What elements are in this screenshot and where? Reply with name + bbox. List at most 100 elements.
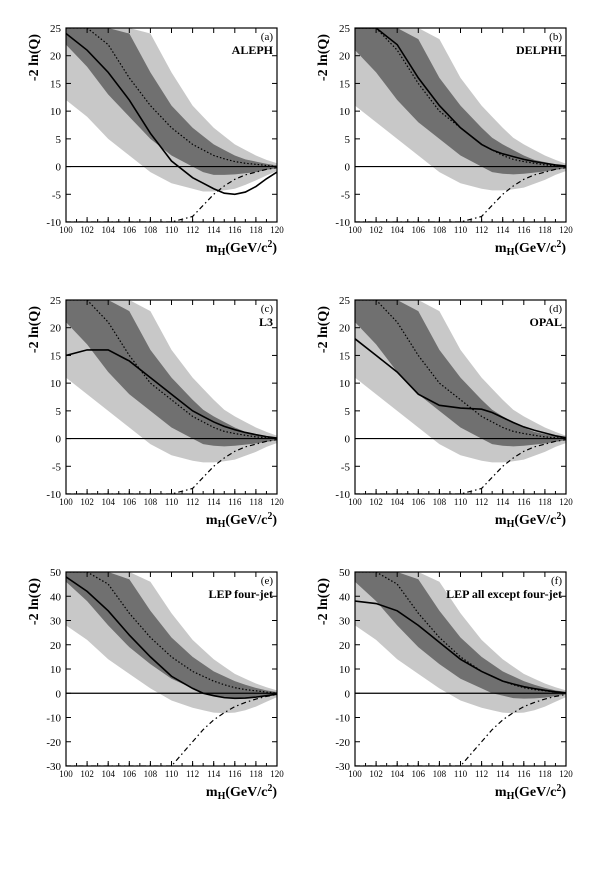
xaxis-title: mH(GeV/c2) bbox=[495, 239, 566, 258]
xtick-label: 104 bbox=[101, 225, 115, 235]
ytick-label: -10 bbox=[46, 713, 61, 725]
panel-wrapper-a: 100102104106108110112114116118120-10-505… bbox=[20, 20, 289, 264]
panel-letter: (f) bbox=[551, 575, 562, 587]
panel-label: ALEPH bbox=[232, 43, 274, 57]
yaxis-title: -2 ln(Q) bbox=[27, 578, 42, 625]
xtick-label: 100 bbox=[348, 497, 362, 507]
ytick-label: 0 bbox=[345, 162, 351, 174]
xtick-label: 118 bbox=[538, 225, 552, 235]
xtick-label: 102 bbox=[369, 769, 383, 779]
ytick-label: -10 bbox=[335, 489, 350, 501]
ytick-label: 15 bbox=[339, 78, 351, 90]
panel-label: DELPHI bbox=[516, 43, 562, 57]
panel-e: 100102104106108110112114116118120-30-20-… bbox=[20, 564, 285, 808]
xtick-label: 114 bbox=[496, 497, 510, 507]
xtick-label: 100 bbox=[348, 225, 362, 235]
ytick-label: 10 bbox=[50, 664, 62, 676]
ytick-label: 20 bbox=[339, 51, 351, 63]
yaxis-title: -2 ln(Q) bbox=[316, 578, 331, 625]
xtick-label: 114 bbox=[207, 225, 221, 235]
panel-a: 100102104106108110112114116118120-10-505… bbox=[20, 20, 285, 264]
panel-label: L3 bbox=[259, 315, 273, 329]
xtick-label: 106 bbox=[412, 225, 426, 235]
ytick-label: 0 bbox=[56, 688, 62, 700]
xtick-label: 120 bbox=[270, 497, 284, 507]
ytick-label: 0 bbox=[345, 434, 351, 446]
xtick-label: 118 bbox=[538, 497, 552, 507]
xtick-label: 104 bbox=[101, 769, 115, 779]
xtick-label: 108 bbox=[433, 225, 447, 235]
ytick-label: 25 bbox=[339, 295, 351, 307]
ytick-label: 5 bbox=[56, 134, 62, 146]
xtick-label: 110 bbox=[454, 769, 468, 779]
ytick-label: -20 bbox=[335, 737, 350, 749]
ytick-label: 20 bbox=[50, 51, 62, 63]
ytick-label: 15 bbox=[50, 78, 62, 90]
xtick-label: 120 bbox=[270, 225, 284, 235]
ytick-label: 40 bbox=[339, 591, 351, 603]
xaxis-title: mH(GeV/c2) bbox=[495, 511, 566, 530]
xtick-label: 106 bbox=[412, 497, 426, 507]
ytick-label: 30 bbox=[339, 616, 351, 628]
panel-d: 100102104106108110112114116118120-10-505… bbox=[309, 292, 574, 536]
ytick-label: -5 bbox=[52, 189, 62, 201]
ytick-label: 5 bbox=[345, 134, 351, 146]
xtick-label: 114 bbox=[207, 769, 221, 779]
ytick-label: 10 bbox=[50, 106, 62, 118]
xtick-label: 110 bbox=[454, 225, 468, 235]
figure-grid: 100102104106108110112114116118120-10-505… bbox=[20, 20, 578, 808]
xtick-label: 116 bbox=[228, 769, 242, 779]
ytick-label: 10 bbox=[339, 378, 351, 390]
yaxis-title: -2 ln(Q) bbox=[27, 34, 42, 81]
xtick-label: 116 bbox=[228, 225, 242, 235]
xtick-label: 100 bbox=[59, 497, 73, 507]
xtick-label: 102 bbox=[80, 497, 94, 507]
xtick-label: 112 bbox=[186, 225, 199, 235]
panel-wrapper-b: 100102104106108110112114116118120-10-505… bbox=[309, 20, 578, 264]
ytick-label: 10 bbox=[339, 664, 351, 676]
xtick-label: 118 bbox=[249, 497, 263, 507]
xtick-label: 112 bbox=[475, 497, 488, 507]
xtick-label: 108 bbox=[433, 497, 447, 507]
ytick-label: 25 bbox=[339, 23, 351, 35]
panel-label: LEP all except four-jet bbox=[446, 587, 562, 601]
panel-wrapper-d: 100102104106108110112114116118120-10-505… bbox=[309, 292, 578, 536]
xtick-label: 114 bbox=[496, 225, 510, 235]
ytick-label: 30 bbox=[50, 616, 62, 628]
xtick-label: 104 bbox=[390, 497, 404, 507]
ytick-label: -10 bbox=[335, 713, 350, 725]
xtick-label: 116 bbox=[517, 497, 531, 507]
xtick-label: 118 bbox=[249, 769, 263, 779]
xaxis-title: mH(GeV/c2) bbox=[206, 783, 277, 802]
ytick-label: 15 bbox=[50, 350, 62, 362]
xtick-label: 120 bbox=[559, 497, 573, 507]
ytick-label: 20 bbox=[50, 323, 62, 335]
ytick-label: 0 bbox=[56, 162, 62, 174]
panel-wrapper-f: 100102104106108110112114116118120-30-20-… bbox=[309, 564, 578, 808]
xtick-label: 108 bbox=[144, 225, 158, 235]
panel-wrapper-e: 100102104106108110112114116118120-30-20-… bbox=[20, 564, 289, 808]
ytick-label: 10 bbox=[50, 378, 62, 390]
panel-wrapper-c: 100102104106108110112114116118120-10-505… bbox=[20, 292, 289, 536]
xtick-label: 100 bbox=[59, 225, 73, 235]
xtick-label: 118 bbox=[249, 225, 263, 235]
panel-letter: (b) bbox=[549, 31, 562, 43]
xtick-label: 100 bbox=[59, 769, 73, 779]
panel-letter: (a) bbox=[261, 31, 274, 43]
panel-c: 100102104106108110112114116118120-10-505… bbox=[20, 292, 285, 536]
ytick-label: 50 bbox=[50, 567, 62, 579]
xtick-label: 106 bbox=[412, 769, 426, 779]
xtick-label: 112 bbox=[475, 769, 488, 779]
xtick-label: 112 bbox=[475, 225, 488, 235]
ytick-label: -5 bbox=[341, 189, 351, 201]
ytick-label: 50 bbox=[339, 567, 351, 579]
ytick-label: -30 bbox=[46, 761, 61, 773]
xaxis-title: mH(GeV/c2) bbox=[495, 783, 566, 802]
ytick-label: 20 bbox=[339, 323, 351, 335]
yaxis-title: -2 ln(Q) bbox=[316, 306, 331, 353]
xtick-label: 106 bbox=[123, 225, 137, 235]
ytick-label: -5 bbox=[341, 461, 351, 473]
ytick-label: 20 bbox=[339, 640, 351, 652]
xtick-label: 112 bbox=[186, 497, 199, 507]
xtick-label: 120 bbox=[559, 225, 573, 235]
